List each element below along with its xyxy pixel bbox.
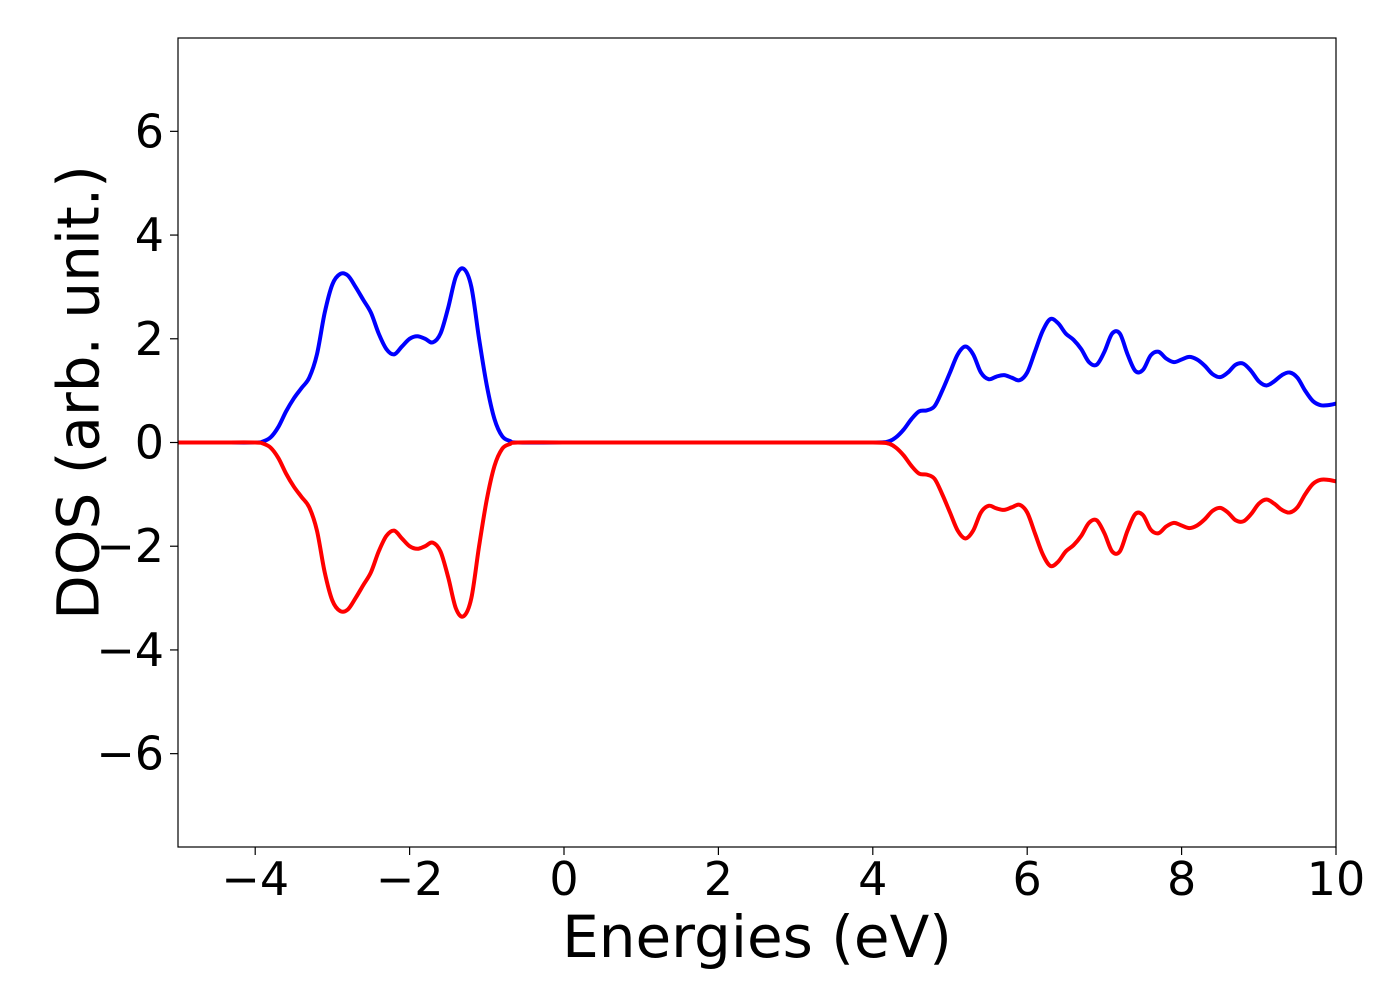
y-tick-label: −4	[96, 623, 164, 677]
x-tick-label: 10	[1307, 852, 1366, 906]
x-tick-label: 4	[858, 852, 887, 906]
x-axis-label: Energies (eV)	[562, 903, 952, 971]
x-tick-label: 2	[704, 852, 733, 906]
x-axis: −4 −2 0 2 4 6 8 10	[221, 847, 1365, 906]
y-tick-label: 4	[135, 208, 164, 262]
x-tick-label: −4	[221, 852, 289, 906]
y-axis-label: DOS (arb. unit.)	[44, 165, 112, 620]
y-tick-label: 2	[135, 312, 164, 366]
series-layer	[178, 266, 1336, 619]
y-tick-label: 0	[135, 416, 164, 470]
y-tick-label: −2	[96, 519, 164, 573]
x-tick-label: 6	[1013, 852, 1042, 906]
y-tick-label: 6	[135, 104, 164, 158]
series-line-red	[178, 440, 1336, 619]
x-tick-label: 0	[549, 852, 578, 906]
series-line-blue	[178, 266, 1336, 445]
y-tick-label: −6	[96, 727, 164, 781]
y-axis: −6 −4 −2 0 2 4 6	[96, 104, 178, 781]
x-tick-label: 8	[1167, 852, 1196, 906]
x-tick-label: −2	[376, 852, 444, 906]
